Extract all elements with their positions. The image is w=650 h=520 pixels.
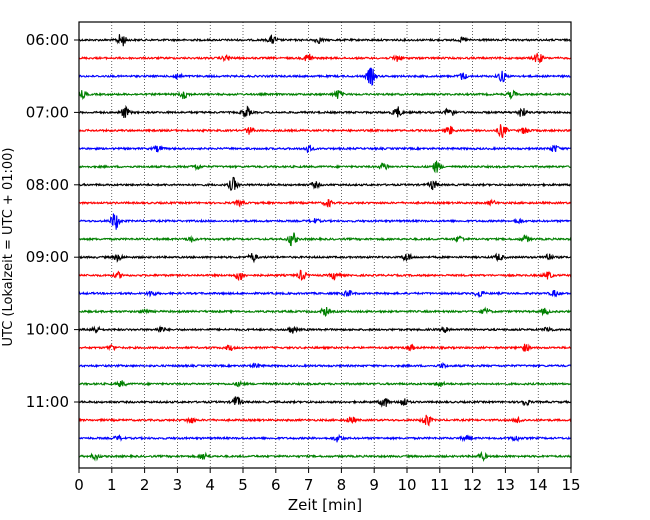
x-axis-label: Zeit [min]	[288, 496, 362, 514]
trace-0930	[78, 289, 572, 299]
trace-0845	[78, 232, 572, 247]
trace-0700	[78, 104, 572, 118]
x-tick-label: 10	[397, 476, 416, 494]
x-axis-ticks: 0 1 2 3 4 5 6 7 8 9 10 11 12 13 14 15	[74, 468, 581, 494]
x-tick-label: 6	[271, 476, 281, 494]
x-tick-label: 3	[173, 476, 183, 494]
y-tick-label: 06:00	[26, 31, 69, 49]
trace-1045	[78, 379, 572, 388]
trace-0715	[78, 124, 572, 139]
trace-1130	[78, 433, 572, 443]
trace-0630	[78, 67, 572, 86]
trace-0945	[78, 306, 572, 317]
trace-1100	[78, 396, 572, 408]
trace-1145	[78, 450, 572, 462]
x-tick-label: 8	[337, 476, 347, 494]
trace-0600	[78, 34, 572, 47]
x-tick-label: 12	[463, 476, 482, 494]
trace-1000	[78, 325, 572, 334]
x-tick-label: 14	[529, 476, 548, 494]
x-tick-label: 15	[561, 476, 580, 494]
x-tick-label: 9	[369, 476, 379, 494]
trace-0615	[78, 53, 572, 64]
y-tick-label: 07:00	[26, 103, 69, 121]
trace-0730	[78, 144, 572, 154]
trace-0745	[78, 160, 572, 174]
trace-1015	[78, 343, 572, 352]
x-tick-label: 4	[205, 476, 215, 494]
trace-0815	[78, 198, 572, 208]
x-tick-label: 11	[430, 476, 449, 494]
y-tick-label: 11:00	[26, 393, 69, 411]
y-axis-ticks: 06:00 07:00 08:00 09:00 10:00 11:00	[26, 31, 79, 411]
trace-1115	[78, 414, 572, 427]
x-tick-label: 2	[140, 476, 150, 494]
trace-1030	[78, 361, 572, 370]
trace-0915	[78, 269, 572, 282]
vertical-grid-lines	[111, 22, 539, 468]
y-tick-label: 10:00	[26, 321, 69, 339]
trace-0645	[78, 89, 572, 101]
y-axis-label: UTC (Lokalzeit = UTC + 01:00)	[1, 148, 16, 347]
y-tick-label: 08:00	[26, 176, 69, 194]
plot-frame	[78, 21, 572, 469]
x-tick-label: 1	[107, 476, 117, 494]
y-tick-label: 09:00	[26, 248, 69, 266]
trace-0900	[78, 252, 572, 264]
x-tick-label: 5	[238, 476, 248, 494]
x-tick-label: 0	[74, 476, 84, 494]
x-tick-label: 13	[496, 476, 515, 494]
trace-0830	[78, 213, 572, 230]
trace-0800	[78, 176, 572, 192]
x-tick-label: 7	[304, 476, 314, 494]
seismogram-traces	[78, 34, 572, 462]
